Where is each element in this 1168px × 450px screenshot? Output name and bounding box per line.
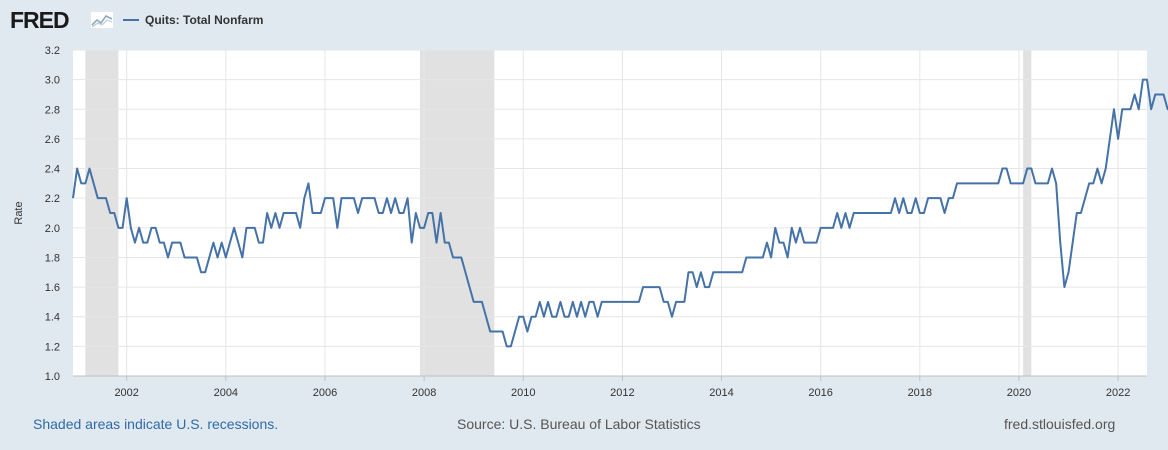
fred-url-link[interactable]: fred.stlouisfed.org xyxy=(1004,416,1116,432)
y-tick-label: 2.6 xyxy=(45,134,60,146)
y-tick-label: 3.0 xyxy=(45,75,60,87)
y-axis-label: Rate xyxy=(13,201,25,224)
x-tick-label: 2006 xyxy=(313,387,337,399)
y-tick-label: 1.2 xyxy=(45,341,60,353)
fred-logo[interactable]: FRED xyxy=(10,7,70,33)
y-tick-label: 1.4 xyxy=(45,312,60,324)
x-tick-label: 2018 xyxy=(908,387,932,399)
x-tick-label: 2010 xyxy=(511,387,535,399)
x-tick-label: 2012 xyxy=(610,387,634,399)
x-tick-label: 2016 xyxy=(808,387,832,399)
y-tick-label: 3.2 xyxy=(45,45,60,57)
plot-background xyxy=(73,50,1147,376)
x-tick-label: 2014 xyxy=(709,387,733,399)
x-tick-label: 2004 xyxy=(214,387,238,399)
y-tick-label: 2.8 xyxy=(45,104,60,116)
x-tick-label: 2002 xyxy=(114,387,138,399)
series-line[interactable] xyxy=(71,78,1168,348)
chart-header: FRED Quits: Total Nonfarm xyxy=(10,6,610,34)
y-tick-label: 2.2 xyxy=(45,193,60,205)
y-tick-label: 2.0 xyxy=(45,223,60,235)
y-axis: 1.0 1.2 1.4 1.6 1.8 2.0 2.2 2.4 2.6 2.8 3.0 3.2 xyxy=(45,45,60,383)
gridlines xyxy=(73,49,1147,377)
legend-label: Quits: Total Nonfarm xyxy=(145,13,264,27)
legend-swatch xyxy=(123,19,139,21)
x-axis: 2002 2004 2006 2008 2010 2012 2014 2016 2018 2020… xyxy=(73,375,1147,399)
recession-band xyxy=(1023,50,1032,376)
legend[interactable]: Quits: Total Nonfarm xyxy=(123,10,263,30)
y-tick-label: 1.6 xyxy=(45,282,60,294)
y-tick-label: 1.8 xyxy=(45,252,60,264)
x-tick-label: 2008 xyxy=(412,387,436,399)
recession-note-link[interactable]: Shaded areas indicate U.S. recessions. xyxy=(33,416,279,432)
y-tick-label: 1.0 xyxy=(45,371,60,383)
x-tick-label: 2020 xyxy=(1007,387,1031,399)
line-chart[interactable]: 1.0 1.2 1.4 1.6 1.8 2.0 2.2 2.4 2.6 2.8 3.0 3.2 200… xyxy=(0,0,1168,410)
trend-line-icon xyxy=(90,11,114,29)
y-tick-label: 2.4 xyxy=(45,164,60,176)
x-tick-label: 2022 xyxy=(1106,387,1130,399)
source-note: Source: U.S. Bureau of Labor Statistics xyxy=(457,416,701,432)
series-line-group xyxy=(71,78,1168,348)
